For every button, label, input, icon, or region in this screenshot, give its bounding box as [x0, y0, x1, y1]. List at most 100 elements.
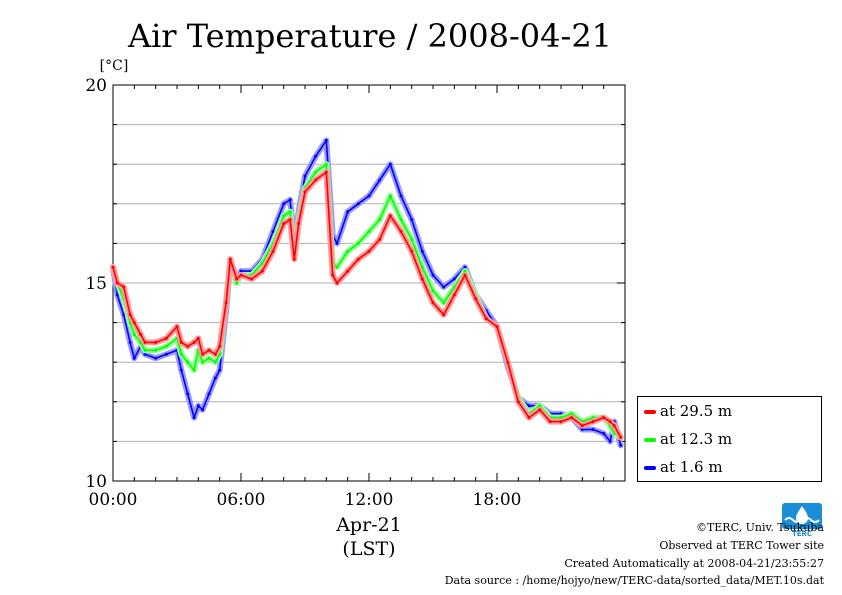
data-point	[517, 400, 520, 403]
data-point	[432, 289, 435, 292]
data-point	[201, 408, 204, 411]
data-point	[282, 214, 285, 217]
data-point	[602, 416, 605, 419]
data-point	[357, 242, 360, 245]
footer-site: Observed at TERC Tower site	[659, 540, 824, 551]
legend-label: at 29.5 m	[660, 402, 732, 420]
data-point	[410, 238, 413, 241]
y-axis-unit-label: [°C]	[100, 58, 129, 74]
data-point	[218, 345, 221, 348]
data-point	[538, 408, 541, 411]
data-point	[346, 250, 349, 253]
data-point	[225, 301, 228, 304]
data-point	[314, 155, 317, 158]
data-point	[261, 270, 264, 273]
data-point	[336, 282, 339, 285]
data-point	[229, 258, 232, 261]
data-point	[197, 404, 200, 407]
data-point	[122, 286, 125, 289]
data-point	[193, 341, 196, 344]
data-point	[378, 218, 381, 221]
x-tick-label: 18:00	[473, 490, 522, 510]
data-point	[176, 325, 179, 328]
data-point	[410, 218, 413, 221]
data-point	[496, 325, 499, 328]
data-point	[421, 250, 424, 253]
data-point	[389, 194, 392, 197]
data-point	[400, 218, 403, 221]
data-point	[133, 333, 136, 336]
data-point	[400, 194, 403, 197]
data-point	[325, 171, 328, 174]
data-point	[336, 242, 339, 245]
legend-marker-green	[644, 438, 656, 442]
legend-label: at 1.6 m	[660, 458, 723, 476]
data-point	[549, 420, 552, 423]
data-point	[613, 424, 616, 427]
data-point	[186, 345, 189, 348]
data-point	[619, 436, 622, 439]
data-point	[214, 353, 217, 356]
footer-created: Created Automatically at 2008-04-21/23:5…	[564, 558, 824, 569]
data-point	[272, 250, 275, 253]
data-point	[592, 420, 595, 423]
x-axis-label-date: Apr-21	[335, 514, 402, 536]
data-point	[506, 361, 509, 364]
data-point	[389, 163, 392, 166]
data-point	[165, 353, 168, 356]
data-point	[186, 392, 189, 395]
data-point	[378, 238, 381, 241]
data-point	[453, 278, 456, 281]
y-tick-label: 10	[85, 472, 107, 492]
data-point	[154, 349, 157, 352]
data-point	[133, 321, 136, 324]
data-point	[214, 361, 217, 364]
data-point	[368, 194, 371, 197]
data-point	[432, 301, 435, 304]
data-point	[240, 274, 243, 277]
data-point	[165, 345, 168, 348]
legend: at 29.5 m at 12.3 m at 1.6 m	[637, 396, 822, 482]
data-point	[197, 337, 200, 340]
data-point	[250, 278, 253, 281]
data-point	[325, 163, 328, 166]
data-point	[208, 357, 211, 360]
data-point	[193, 416, 196, 419]
data-point	[218, 369, 221, 372]
data-point	[129, 313, 132, 316]
data-point	[442, 286, 445, 289]
data-point	[346, 270, 349, 273]
data-point	[201, 353, 204, 356]
y-tick-label: 15	[85, 274, 107, 294]
data-point	[570, 416, 573, 419]
data-point	[235, 278, 238, 281]
data-point	[297, 222, 300, 225]
data-point	[144, 341, 147, 344]
data-point	[133, 357, 136, 360]
data-point	[609, 420, 612, 423]
legend-marker-blue	[644, 466, 656, 470]
data-point	[180, 353, 183, 356]
data-point	[193, 369, 196, 372]
data-point	[474, 297, 477, 300]
data-point	[180, 369, 183, 372]
data-point	[442, 313, 445, 316]
data-point	[485, 317, 488, 320]
series-line-2	[113, 140, 621, 445]
data-point	[112, 266, 115, 269]
data-point	[442, 301, 445, 304]
data-point	[357, 202, 360, 205]
data-point	[346, 210, 349, 213]
series-layer	[112, 139, 623, 447]
data-point	[165, 337, 168, 340]
y-tick-label: 20	[85, 76, 107, 96]
data-point	[331, 274, 334, 277]
data-point	[282, 222, 285, 225]
data-point	[389, 214, 392, 217]
data-point	[139, 333, 142, 336]
x-axis-ticks: 00:00 06:00 12:00 18:00	[89, 85, 626, 510]
data-point	[186, 361, 189, 364]
data-point	[289, 198, 292, 201]
data-point	[144, 349, 147, 352]
data-point	[282, 202, 285, 205]
